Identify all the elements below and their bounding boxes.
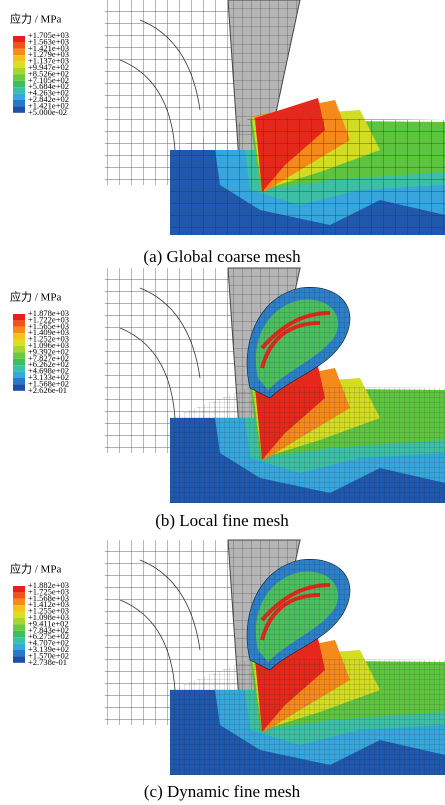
legend-band — [13, 618, 25, 624]
legend-label: +2.738e-01 — [28, 657, 67, 667]
legend-band — [13, 586, 25, 592]
legend-band — [13, 320, 25, 326]
legend-band — [13, 378, 25, 384]
legend-band — [13, 62, 25, 68]
legend-band — [13, 42, 25, 48]
legend-band — [13, 631, 25, 637]
legend-band — [13, 340, 25, 346]
legend-band — [13, 644, 25, 650]
simulation-image — [105, 268, 445, 503]
legend-title: 应力 / MPa — [10, 12, 61, 26]
legend-band — [13, 55, 25, 61]
figure: 应力 / MPa+1.705e+03+1.563e+03+1.421e+03+1… — [0, 0, 445, 805]
colored-grid — [170, 658, 445, 775]
caption: (b) Local fine mesh — [155, 511, 289, 530]
legend-band — [13, 94, 25, 100]
simulation-image — [105, 0, 445, 235]
legend-band — [13, 592, 25, 598]
legend-band — [13, 49, 25, 55]
legend-band — [13, 333, 25, 339]
legend-label: +5.000e-02 — [28, 107, 67, 117]
panel: 应力 / MPa+1.882e+03+1.725e+03+1.568e+03+1… — [10, 540, 445, 775]
legend-band — [13, 605, 25, 611]
caption: (c) Dynamic fine mesh — [144, 782, 301, 801]
colored-grid — [170, 386, 445, 503]
caption: (a) Global coarse mesh — [143, 247, 301, 266]
legend-band — [13, 314, 25, 320]
legend-label: +2.626e-01 — [28, 385, 67, 395]
legend-band — [13, 68, 25, 74]
legend-band — [13, 87, 25, 93]
legend-band — [13, 81, 25, 87]
legend-band — [13, 624, 25, 630]
legend-band — [13, 352, 25, 358]
legend-band — [13, 372, 25, 378]
legend-band — [13, 650, 25, 656]
panel: 应力 / MPa+1.705e+03+1.563e+03+1.421e+03+1… — [10, 0, 445, 235]
panel: 应力 / MPa+1.878e+03+1.722e+03+1.565e+03+1… — [10, 268, 445, 503]
simulation-image — [105, 540, 445, 775]
legend-band — [13, 327, 25, 333]
legend-band — [13, 346, 25, 352]
legend-title: 应力 / MPa — [10, 562, 61, 576]
legend-band — [13, 365, 25, 371]
legend-band — [13, 384, 25, 390]
legend-band — [13, 599, 25, 605]
legend-band — [13, 100, 25, 106]
legend-band — [13, 656, 25, 662]
legend-band — [13, 36, 25, 42]
legend-band — [13, 612, 25, 618]
legend-title: 应力 / MPa — [10, 290, 61, 304]
legend-band — [13, 637, 25, 643]
legend-band — [13, 359, 25, 365]
colored-grid — [170, 118, 445, 235]
legend-band — [13, 74, 25, 80]
legend-band — [13, 106, 25, 112]
